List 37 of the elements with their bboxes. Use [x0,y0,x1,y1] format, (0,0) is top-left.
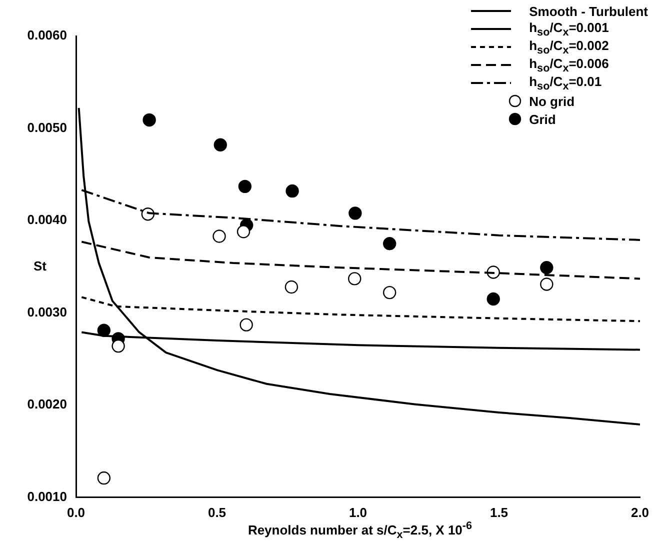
point [112,339,125,353]
legend-label: h$_{so}$/C$_{x}$=0.006 [529,56,609,74]
point [97,471,111,485]
y-tick-label: 0.0050 [27,120,67,135]
y-tick-label: 0.0020 [27,396,67,412]
point [142,113,156,127]
point [382,237,396,250]
legend-label: No grid [529,94,575,108]
x-tick-label: 1.0 [348,504,368,520]
y-tick-label: 0.0010 [27,488,67,504]
x-tick-label: 1.5 [490,504,508,520]
legend-label: Grid [529,112,556,126]
x-tick-label: 0.5 [208,504,226,520]
legend-label: h$_{so}$/C$_{x}$=0.002 [529,38,609,56]
point [240,318,253,332]
point [486,292,500,306]
y-axis-title: St [34,258,48,274]
x-tick-label: 2.0 [630,504,650,520]
point [348,272,362,286]
point [540,261,554,274]
point [284,280,298,294]
legend-label: Smooth - Turbulent [529,4,648,18]
point [382,286,396,300]
point [540,278,554,291]
y-tick-label: 0.0040 [27,212,67,228]
point [238,180,252,194]
legend-label: h$_{so}$/C$_{x}$=0.01 [529,74,602,92]
y-tick-label: 0.0030 [27,304,67,320]
x-tick-label: 0.0 [66,504,86,520]
point [236,225,250,238]
point [286,184,299,198]
point [212,230,226,243]
point [348,206,362,220]
legend-label: h$_{so}$/C$_{x}$=0.001 [529,20,609,38]
point [214,138,227,152]
x-axis-title: Reynolds number at s/C$_{x}$=2.5, X 10$^{-6}$ [246,520,474,541]
y-tick-label: 0.0060 [27,28,67,43]
